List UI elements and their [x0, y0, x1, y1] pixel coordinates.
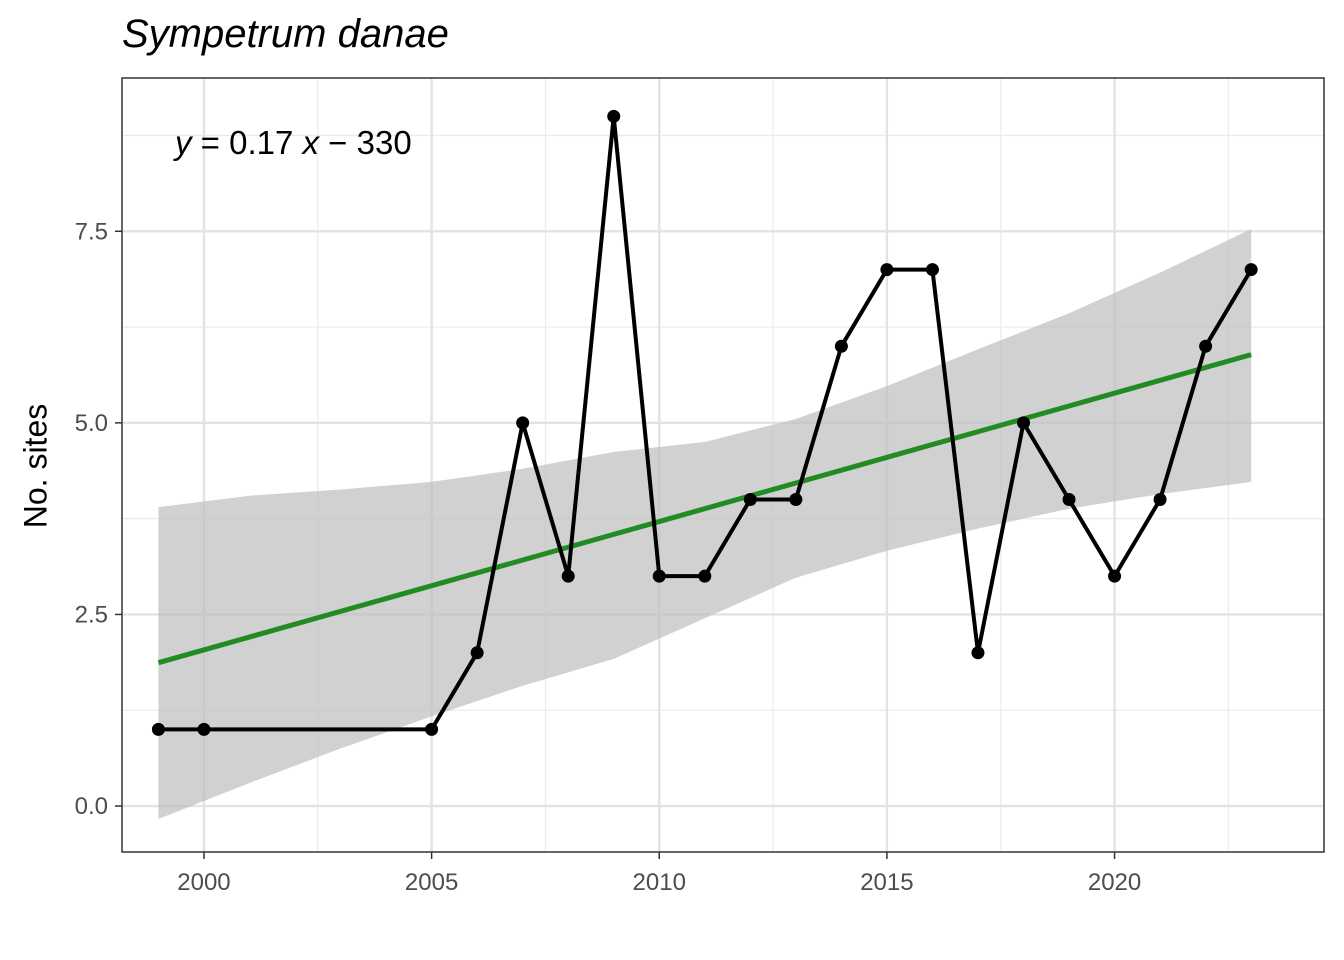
data-point [743, 492, 757, 506]
series-layer [151, 109, 1258, 736]
data-point [698, 569, 712, 583]
equation-y-symbol: y [173, 124, 194, 161]
data-point [516, 416, 530, 430]
data-point [1108, 569, 1122, 583]
regression-equation: y = 0.17 x − 330 [173, 124, 412, 161]
y-tick-label: 0.0 [75, 793, 108, 820]
x-tick-label: 2010 [633, 869, 686, 896]
y-tick-label: 5.0 [75, 410, 108, 437]
equation-x-symbol: x [301, 124, 321, 161]
x-tick-label: 2005 [405, 869, 458, 896]
x-tick-label: 2015 [860, 869, 913, 896]
y-tick-label: 7.5 [75, 218, 108, 245]
x-tick-label: 2000 [177, 869, 230, 896]
equation-intercept: − 330 [319, 124, 412, 161]
data-point [1153, 492, 1167, 506]
data-point [971, 646, 985, 660]
data-point [652, 569, 666, 583]
axis-layer: 2000 2005 2010 2015 2020 0.0 2.5 5.0 7.5 [75, 218, 1142, 896]
panel-border [121, 77, 1325, 853]
data-point [425, 722, 439, 736]
data-point [197, 722, 211, 736]
chart-title: Sympetrum danae [122, 12, 449, 56]
trend-layer [157, 352, 1252, 666]
data-point [607, 109, 621, 123]
data-point [789, 492, 803, 506]
y-tick-label: 2.5 [75, 601, 108, 628]
confidence-band-layer [158, 229, 1252, 819]
x-tick-label: 2020 [1088, 869, 1141, 896]
data-point [1062, 492, 1076, 506]
trend-line [157, 352, 1252, 666]
data-point [880, 263, 894, 277]
data-point [1199, 339, 1213, 353]
data-point [151, 722, 165, 736]
data-point [834, 339, 848, 353]
data-point [925, 263, 939, 277]
data-point [470, 646, 484, 660]
data-point [1244, 263, 1258, 277]
data-point [561, 569, 575, 583]
confidence-band [158, 229, 1252, 819]
equation-slope: = 0.17 [192, 124, 303, 161]
data-point [1017, 416, 1030, 430]
